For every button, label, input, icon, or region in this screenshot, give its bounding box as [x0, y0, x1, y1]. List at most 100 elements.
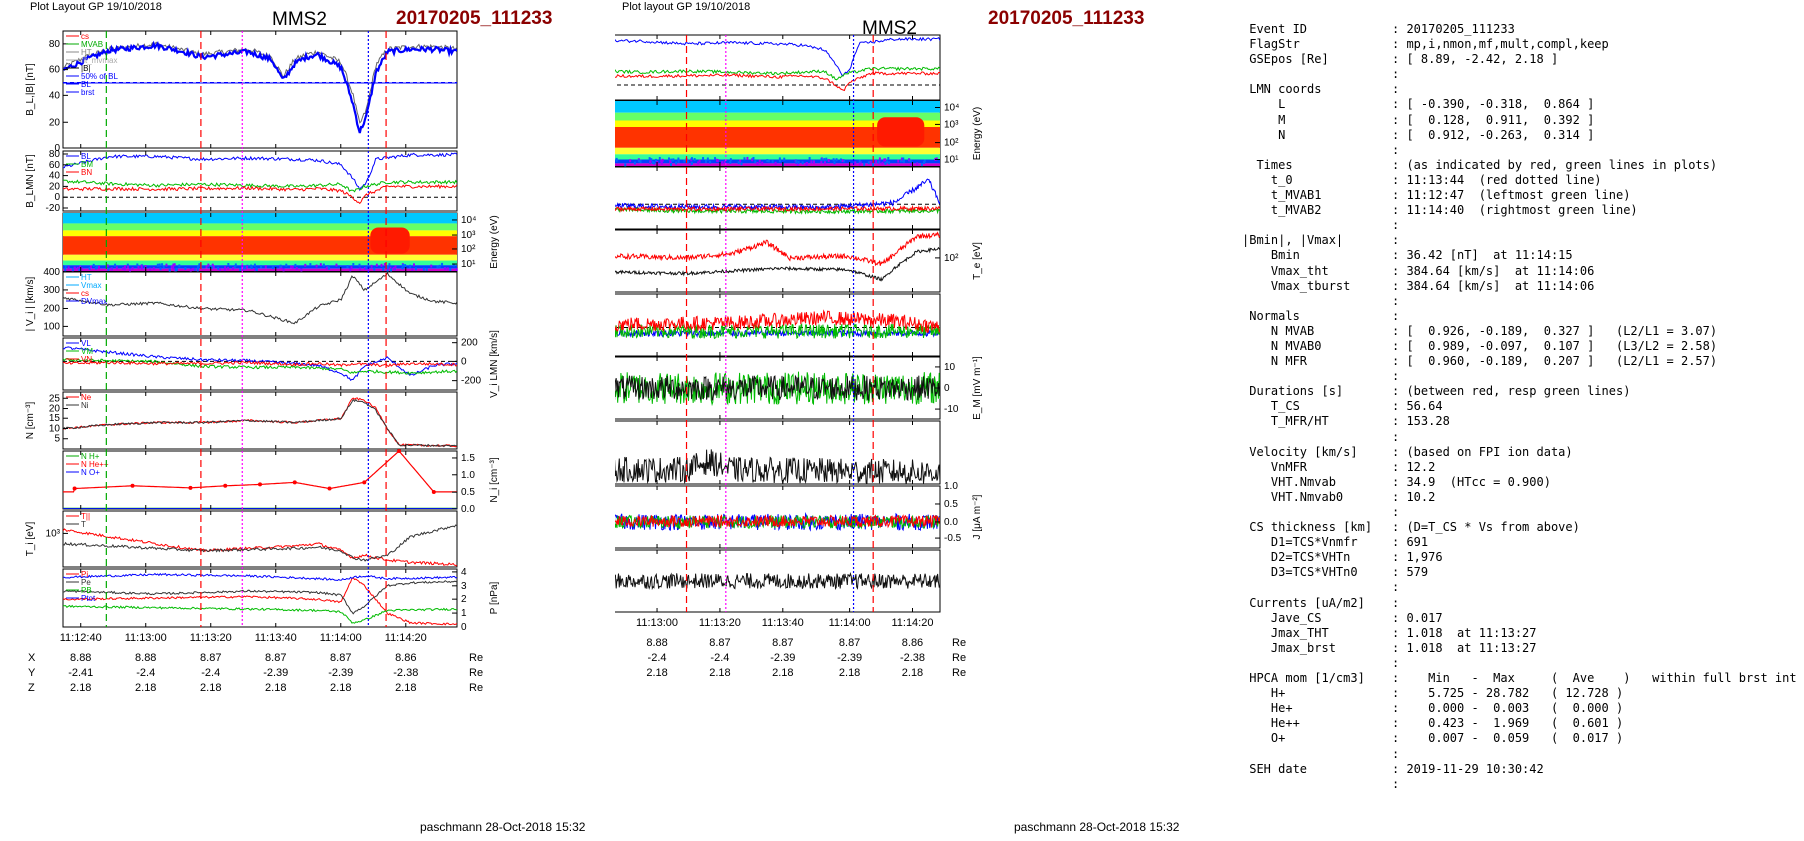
summary-row: :: [1242, 294, 1802, 309]
spectrogram-speck: [693, 158, 696, 162]
ephemeris-value: 8.88: [646, 637, 667, 649]
spectrogram-speck: [820, 160, 823, 164]
spectrogram-speck: [401, 263, 404, 267]
summary-row: VnMFR: 12.2: [1242, 460, 1802, 475]
spectrogram-speck: [172, 266, 175, 270]
spectrogram-speck: [170, 265, 173, 269]
series-line-Ptot: [63, 572, 457, 582]
series-line-Pi: [63, 577, 457, 626]
legend-entry: BL: [81, 152, 91, 161]
spectrogram-speck: [123, 267, 126, 271]
summary-value: : (as indicated by red, green lines in p…: [1392, 157, 1718, 172]
summary-row: :: [1242, 143, 1802, 158]
spectrogram-band: [615, 147, 940, 155]
summary-row: T_MFR/HT: 153.28: [1242, 414, 1802, 429]
series-line-|J|: [615, 449, 940, 484]
legend-entry: MVAB: [81, 40, 103, 49]
summary-label: t_MVAB1: [1242, 188, 1322, 203]
spectrogram-speck: [92, 263, 95, 267]
spectrogram-speck: [394, 265, 397, 269]
ephemeris-value: 2.18: [135, 682, 156, 694]
tick-label: 0: [54, 192, 60, 203]
spectrogram-speck: [131, 266, 134, 270]
panel-frame: [62, 568, 458, 628]
tick-label: 40: [49, 171, 61, 182]
ephemeris-row-label: Y: [28, 667, 36, 679]
series-line-EN: [615, 309, 940, 334]
summary-row: t_MVAB1: 11:12:47 (leftmost green line): [1242, 188, 1802, 203]
series-line-T||: [615, 231, 940, 267]
panel-frame: [62, 30, 458, 149]
data-point: [130, 483, 135, 488]
spectrogram-speck: [729, 158, 732, 162]
series-line-JM: [615, 514, 940, 530]
summary-value: : 10.2: [1392, 489, 1436, 504]
spectrogram-speck: [668, 157, 671, 161]
summary-value: :: [1392, 67, 1400, 82]
spectrogram-speck: [114, 263, 117, 267]
spectrogram-speck: [805, 162, 808, 166]
summary-row: D1=TCS*Vnmfr: 691: [1242, 535, 1802, 550]
summary-value: : 153.28: [1392, 414, 1450, 429]
spectrogram-band: [63, 260, 457, 266]
spectrogram-speck: [884, 158, 887, 162]
spectrogram-speck: [897, 159, 900, 163]
spectrogram-speck: [217, 266, 220, 270]
spectrogram-speck: [144, 265, 147, 269]
summary-row: N MVAB0: [ 0.989, -0.097, 0.107 ] (L3/L2…: [1242, 339, 1802, 354]
spectrogram-speck: [869, 160, 872, 164]
y-axis-label: | V_i | [km/s]: [25, 276, 36, 331]
spectrogram-speck: [110, 267, 113, 271]
panel-8: 10³ T_i [eV] T||T: [25, 510, 458, 568]
summary-value: : 20170205_111233: [1392, 22, 1515, 36]
spectrogram-speck: [670, 159, 673, 163]
summary-label: He++: [1242, 716, 1300, 731]
tick-label: 200: [43, 303, 60, 314]
spectrogram-speck: [716, 159, 719, 163]
summary-row: N MFR: [ 0.960, -0.189, 0.207 ] (L2/L1 =…: [1242, 354, 1802, 369]
legend-entry: VL: [81, 339, 91, 348]
spectrogram-speck: [832, 158, 835, 162]
summary-row: t_MVAB2: 11:14:40 (rightmost green line): [1242, 203, 1802, 218]
summary-row: M: [ 0.128, 0.911, 0.392 ]: [1242, 113, 1802, 128]
legend-entry: Ni: [81, 401, 89, 410]
spectrogram-speck: [761, 161, 764, 165]
spectrogram-speck: [162, 265, 165, 269]
spectrogram-speck: [648, 157, 651, 161]
legend-entry: Vmax: [81, 281, 101, 290]
summary-value: : 34.9 (HTcc = 0.900): [1392, 474, 1551, 489]
spectrogram-speck: [827, 158, 830, 162]
legend-entry: |B|: [81, 64, 91, 73]
spectrogram-speck: [660, 159, 663, 163]
spectrogram-speck: [64, 268, 67, 272]
tick-label: 5: [54, 434, 60, 445]
middle-header-label: Plot layout GP 19/10/2018: [622, 1, 751, 13]
spectrogram-speck: [382, 267, 385, 271]
spectrogram-speck: [878, 157, 881, 161]
legend-entry: Pi: [81, 570, 88, 579]
ephemeris-value: 2.18: [395, 682, 416, 694]
summary-label: Vmax_tht: [1242, 263, 1329, 278]
spectrogram-speck: [140, 266, 143, 270]
spectrogram-speck: [820, 158, 823, 162]
legend-entry: N H+: [81, 452, 100, 461]
tick-label: 0.5: [461, 487, 475, 498]
tick-label: 2: [461, 594, 467, 605]
panel-frame: [62, 450, 458, 510]
summary-value: :: [1392, 308, 1400, 323]
spectrogram-speck: [96, 265, 99, 269]
spectrogram-speck: [771, 159, 774, 163]
ephemeris-value: 8.87: [839, 637, 860, 649]
spectrogram-speck: [386, 268, 389, 272]
summary-row: VHT.Nmvab0: 10.2: [1242, 490, 1802, 505]
spectrogram-speck: [723, 160, 726, 164]
summary-row: D2=TCS*VHTn: 1,976: [1242, 550, 1802, 565]
tick-label: 10¹: [461, 259, 476, 270]
time-tick-label: 11:13:40: [762, 617, 804, 629]
series-line-JN: [615, 514, 940, 529]
tick-label: 20: [49, 117, 61, 128]
tick-label: -200: [461, 376, 481, 387]
